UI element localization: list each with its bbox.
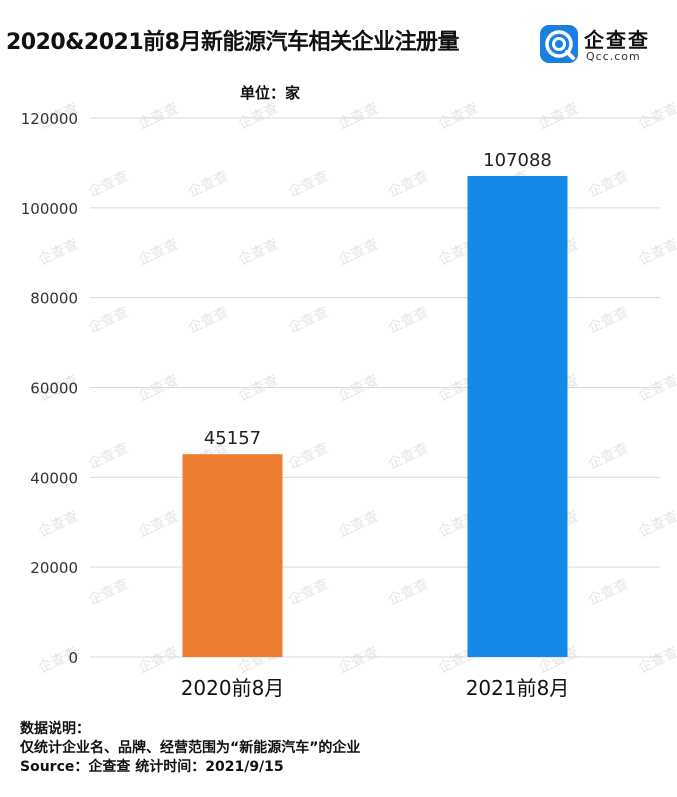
watermark-text: 企查查 [385,575,430,608]
watermark-text: 企查查 [85,575,130,608]
y-tick-label: 100000 [21,200,78,218]
watermark-text: 企查查 [585,439,630,472]
chart-title: 2020&2021前8月新能源汽车相关企业注册量 [6,30,459,55]
watermark-text: 企查查 [135,643,180,676]
y-tick-label: 80000 [30,290,78,308]
watermark-text: 企查查 [185,303,230,336]
watermark-text: 企查查 [285,167,330,200]
brand-logo: 企查查 Qcc.com [540,22,670,68]
watermark-text: 企查查 [35,235,80,268]
watermark-text: 企查查 [585,303,630,336]
watermark-text: 企查查 [585,167,630,200]
unit-label: 单位：家 [240,84,301,102]
watermark-text: 企查查 [335,643,380,676]
watermark-text: 企查查 [635,507,677,540]
logo-domain: Qcc.com [586,50,641,63]
data-labels: 45157 107088 [204,150,552,449]
watermark-text: 企查查 [635,235,677,268]
gridlines [90,117,660,658]
watermark-text: 企查查 [385,303,430,336]
watermark-text: 企查查 [135,235,180,268]
watermark-text: 企查查 [235,100,280,133]
bar-2 [467,175,568,657]
watermark-text: 企查查 [335,235,380,268]
footer-note: 仅统计企业名、品牌、经营范围为“新能源汽车”的企业 [20,740,361,756]
y-tick-label: 20000 [30,559,78,577]
y-tick-label: 60000 [30,380,78,398]
bar-chart: 企查查 企查查 企查查 企查查 企查查 企查查 企查查企查查 企查查 企查查 企查查 企查查企查查企… [21,100,677,700]
watermark-text: 企查查 [385,439,430,472]
watermark-text: 企查查 [285,575,330,608]
watermark-layer: 企查查 企查查 企查查 企查查 企查查 企查查 企查查企查查 企查查 企查查 企查查 企查查企查查企… [35,100,677,677]
watermark-text: 企查查 [635,643,677,676]
footer-source: Source：企查查 统计时间：2021/9/15 [20,759,284,775]
watermark-text: 企查查 [235,235,280,268]
watermark-text: 企查查 [185,167,230,200]
data-label: 45157 [204,428,261,449]
bars [182,175,568,657]
qcc-logo-icon [540,25,578,63]
y-axis-labels: 0 20000 40000 60000 80000 100000 120000 [21,110,78,667]
bar-1 [182,454,283,657]
footer-heading: 数据说明： [20,721,90,737]
watermark-text: 企查查 [35,507,80,540]
watermark-text: 企查查 [385,167,430,200]
logo-name: 企查查 [584,28,650,52]
watermark-text: 企查查 [285,303,330,336]
watermark-text: 企查查 [535,100,580,133]
watermark-text: 企查查 [85,167,130,200]
watermark-text: 企查查 [585,575,630,608]
watermark-text: 企查查 [335,507,380,540]
y-tick-label: 0 [68,649,78,667]
watermark-text: 企查查 [335,100,380,133]
watermark-text: 企查查 [85,303,130,336]
data-label: 107088 [483,150,552,171]
x-tick-label: 2020前8月 [181,676,285,700]
watermark-text: 企查查 [135,100,180,133]
watermark-text: 企查查 [435,100,480,133]
x-axis-labels: 2020前8月 2021前8月 [181,676,570,700]
watermark-text: 企查查 [135,507,180,540]
y-tick-label: 40000 [30,469,78,487]
x-tick-label: 2021前8月 [466,676,570,700]
watermark-text: 企查查 [285,439,330,472]
watermark-text: 企查查 [85,439,130,472]
footer-notes: 数据说明： 仅统计企业名、品牌、经营范围为“新能源汽车”的企业 Source：企… [20,720,360,777]
y-tick-label: 120000 [21,110,78,128]
watermark-text: 企查查 [635,100,677,133]
